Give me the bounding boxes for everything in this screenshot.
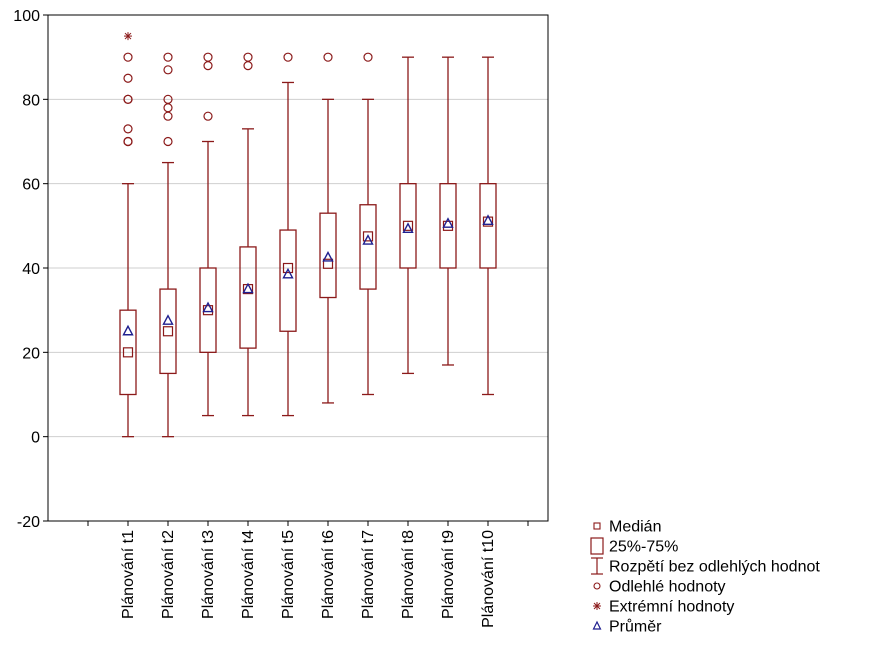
median-marker: [282, 262, 294, 274]
median-marker: [362, 231, 374, 242]
outlier-point: [123, 136, 133, 147]
outlier-point: [123, 94, 133, 104]
mean-marker: [122, 324, 134, 336]
iqr-box: [479, 183, 497, 269]
outlier-point: [163, 65, 173, 75]
box-group: [359, 52, 377, 396]
x-tick-label: Plánování t3: [200, 530, 217, 619]
outlier-point: [363, 52, 373, 62]
y-tick-label: -20: [17, 514, 40, 531]
legend-label: Medián: [609, 519, 661, 536]
iqr-box: [359, 204, 377, 290]
mean-marker: [402, 222, 414, 233]
box-series: [119, 32, 497, 438]
iqr-box: [199, 267, 217, 353]
legend: Medián 25%-75% Rozpětí bez odlehlých hodno…: [590, 519, 820, 636]
triangle-icon: [592, 620, 602, 630]
box-group: [239, 52, 257, 417]
legend-item-mean: Průměr: [592, 618, 662, 636]
x-tick-label: Plánování t6: [320, 530, 337, 619]
legend-item-extreme: Extrémní hodnoty: [593, 599, 734, 616]
asterisk-icon: [593, 602, 601, 610]
box-group: [319, 52, 337, 404]
box-group: [399, 56, 417, 375]
box-group: [279, 52, 297, 417]
box-group: [159, 52, 177, 438]
mean-marker: [442, 217, 454, 228]
y-tick-label: 40: [22, 261, 40, 278]
box-group: [439, 56, 457, 366]
y-tick-label: 80: [22, 92, 40, 109]
circle-icon: [593, 582, 601, 590]
iqr-box: [319, 212, 337, 299]
box-group: [119, 32, 137, 438]
y-tick-label: 20: [22, 345, 40, 362]
y-axis-ticks: -20 0 20 40 60 80 100: [13, 8, 48, 531]
outlier-point: [163, 52, 173, 62]
y-tick-label: 0: [31, 430, 40, 447]
outlier-point: [243, 60, 253, 71]
iqr-box: [439, 183, 457, 269]
box-icon: [590, 537, 604, 555]
y-tick-label: 100: [13, 8, 40, 25]
outlier-point: [203, 60, 213, 71]
legend-label: Odlehlé hodnoty: [609, 579, 726, 596]
legend-item-median: Medián: [593, 519, 661, 536]
legend-item-whisker: Rozpětí bez odlehlých hodnot: [591, 557, 820, 576]
small-square-icon: [593, 522, 601, 530]
outlier-point: [203, 52, 213, 62]
outlier-point: [123, 124, 133, 134]
outlier-point: [163, 94, 173, 104]
outlier-point: [283, 52, 293, 62]
legend-label: Průměr: [609, 618, 662, 636]
extreme-point: [124, 32, 132, 41]
outlier-point: [243, 52, 253, 62]
x-tick-label: Plánování t8: [400, 530, 417, 619]
median-marker: [122, 347, 134, 358]
box-group: [479, 56, 497, 396]
mean-marker: [242, 282, 254, 294]
outlier-point: [323, 52, 333, 62]
iqr-box: [159, 288, 177, 375]
median-marker: [322, 258, 334, 269]
x-tick-label: Plánování t2: [160, 530, 177, 619]
mean-marker: [202, 301, 214, 313]
x-tick-label: Plánování t5: [280, 530, 297, 619]
iqr-box: [279, 229, 297, 332]
mean-marker: [282, 267, 294, 279]
median-marker: [162, 326, 174, 337]
legend-label: 25%-75%: [609, 539, 678, 556]
iqr-box: [119, 309, 137, 396]
mean-marker: [162, 314, 174, 325]
x-axis-ticks: Plánování t1 Plánování t2 Plánování t3 Plán…: [87, 521, 529, 628]
outlier-point: [163, 111, 173, 121]
asterisk-stroke: [593, 602, 601, 610]
outlier-point: [123, 73, 133, 83]
x-tick-label: Plánování t9: [440, 530, 457, 619]
mean-marker: [322, 250, 334, 262]
outlier-point: [203, 111, 213, 121]
whisker-icon: [591, 557, 603, 575]
x-tick-label: Plánování t4: [240, 530, 257, 619]
iqr-box: [239, 246, 257, 349]
x-tick-label: Plánování t10: [480, 530, 497, 628]
median-marker: [402, 220, 414, 231]
legend-item-outlier: Odlehlé hodnoty: [593, 579, 726, 596]
x-tick-label: Plánování t7: [360, 530, 377, 619]
outlier-point: [163, 103, 173, 113]
y-tick-label: 60: [22, 177, 40, 194]
outlier-point: [123, 52, 133, 62]
mean-marker: [362, 234, 374, 245]
x-tick-label: Plánování t1: [120, 530, 137, 619]
mean-marker: [482, 214, 494, 225]
extreme-stroke: [124, 32, 132, 40]
legend-label: Extrémní hodnoty: [609, 599, 734, 616]
iqr-box: [399, 183, 417, 269]
outlier-point: [163, 136, 173, 147]
box-group: [199, 52, 217, 417]
gridlines: [48, 98, 548, 438]
legend-label: Rozpětí bez odlehlých hodnot: [609, 559, 820, 576]
legend-item-box: 25%-75%: [590, 537, 678, 556]
